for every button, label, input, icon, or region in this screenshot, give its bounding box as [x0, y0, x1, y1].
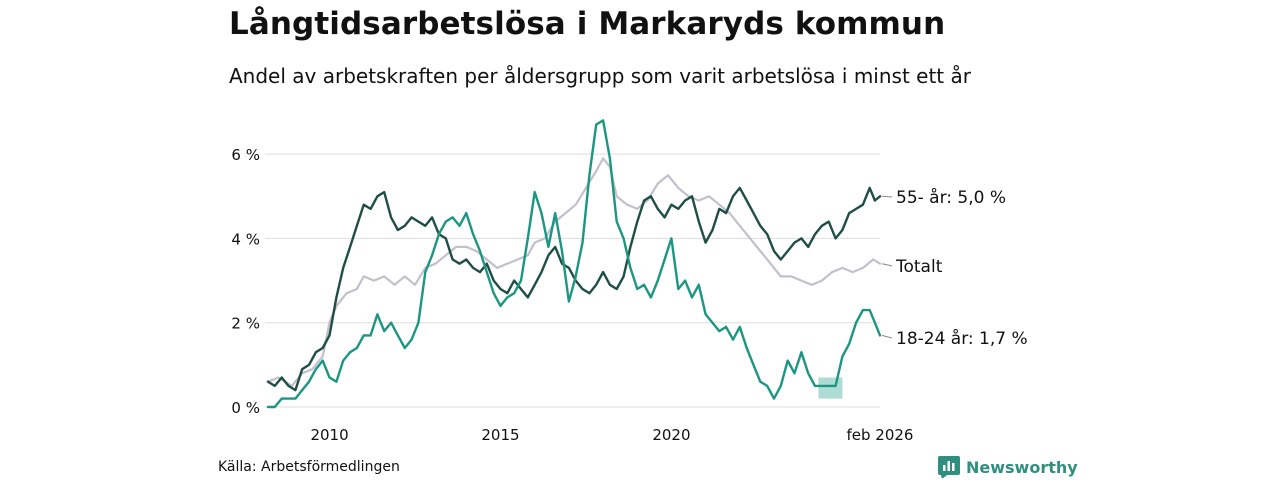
- series-label-connector-total: [881, 263, 893, 267]
- newsworthy-logo-icon: [938, 456, 960, 478]
- source-note: Källa: Arbetsförmedlingen: [218, 459, 400, 475]
- series-line-total: [266, 157, 882, 387]
- y-tick-label-0: 0 %: [231, 399, 260, 417]
- brand-logo[interactable]: Newsworthy: [938, 456, 1078, 478]
- series-label-young: 18-24 år: 1,7 %: [896, 328, 1028, 349]
- x-tick-label-0: 2010: [310, 426, 348, 444]
- y-tick-label-6: 6 %: [231, 146, 260, 164]
- axis-ticks: 0 % 2 % 4 % 6 % 2010 2015 2020 feb 2026: [231, 146, 913, 444]
- series-label-older: 55- år: 5,0 %: [896, 187, 1006, 208]
- uncertainty-band-layer: [818, 377, 843, 399]
- series-label-total: Totalt: [895, 257, 943, 277]
- series-labels: Totalt 55- år: 5,0 % 18-24 år: 1,7 %: [881, 187, 1028, 349]
- y-tick-label-4: 4 %: [231, 230, 260, 248]
- x-tick-label-1: 2015: [481, 426, 519, 444]
- series-line-young: [266, 119, 882, 409]
- uncertainty-band: [818, 377, 843, 399]
- x-tick-label-3: feb 2026: [847, 426, 914, 444]
- y-tick-label-2: 2 %: [231, 315, 260, 333]
- series-label-connector-older: [881, 195, 893, 198]
- series-lines: [266, 119, 882, 409]
- x-tick-label-2: 2020: [652, 426, 690, 444]
- grid-lines: [265, 153, 880, 408]
- chart-subtitle: Andel av arbetskraften per åldersgrupp s…: [229, 64, 971, 88]
- chart-title: Långtidsarbetslösa i Markaryds kommun: [229, 6, 946, 42]
- brand-name: Newsworthy: [966, 457, 1078, 477]
- series-label-connector-young: [881, 334, 893, 339]
